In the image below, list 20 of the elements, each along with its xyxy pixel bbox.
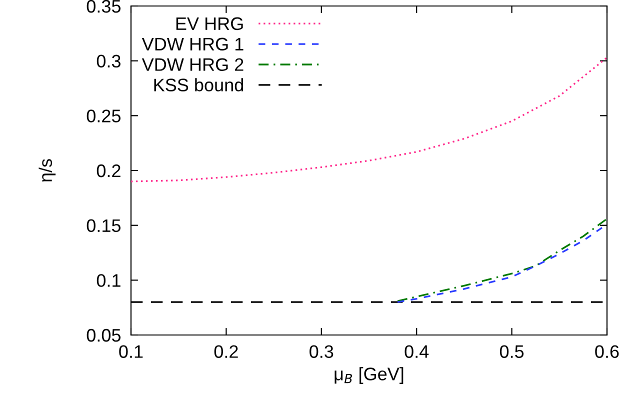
legend-label: KSS bound [154, 78, 243, 92]
legend-label: VDW HRG 1 [142, 38, 244, 51]
y-tick-label: 0.25 [86, 110, 121, 122]
y-tick-label: 0.05 [86, 328, 121, 342]
y-tick-label: 0.2 [96, 164, 120, 178]
y-tick-label: 0.15 [86, 219, 121, 232]
y-tick-label: 0.1 [96, 274, 120, 287]
y-tick-label: 0.35 [86, 0, 121, 13]
legend-label: VDW HRG 2 [142, 58, 244, 71]
x-tick-label: 0.6 [595, 345, 619, 358]
x-tick-label: 0.2 [214, 345, 238, 358]
x-tick-label: 0.5 [500, 345, 524, 358]
x-tick-label: 0.4 [404, 345, 429, 358]
x-tick-label: 0.1 [119, 345, 143, 358]
x-tick-label: 0.3 [310, 345, 334, 358]
y-tick-label: 0.3 [96, 54, 120, 68]
y-axis-title: η/s [38, 159, 56, 182]
line-series [131, 56, 607, 182]
x-axis-title: μ$_{B}$ [GeV] [334, 367, 404, 384]
legend-label: EV HRG [176, 17, 243, 30]
